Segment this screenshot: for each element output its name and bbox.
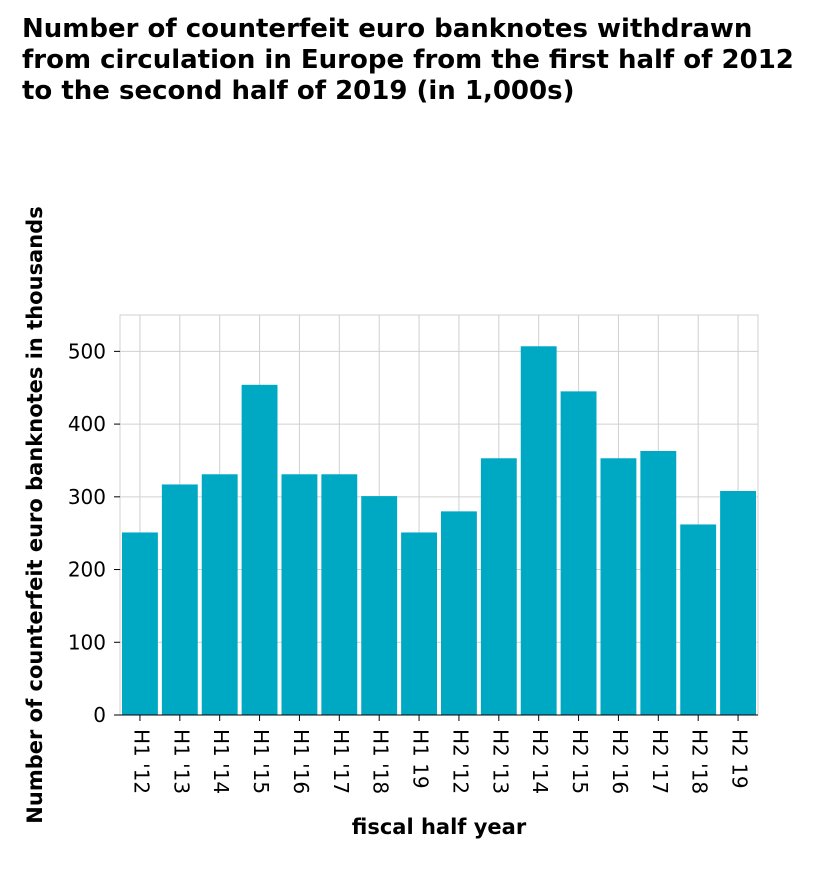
y-tick-label: 400 [68, 412, 106, 436]
x-tick-label: H1 '16 [289, 729, 313, 794]
x-tick-label: H1 '12 [129, 729, 153, 794]
x-tick-label: H2 '17 [648, 729, 672, 794]
bar [121, 532, 158, 715]
x-tick-label: H2 '18 [688, 729, 712, 794]
bar [520, 346, 557, 715]
y-tick-labels: 0 100 200 300 400 500 [68, 339, 106, 727]
bars [121, 346, 757, 715]
bar [281, 474, 318, 715]
bar [680, 524, 717, 715]
x-axis-label: fiscal half year [352, 815, 527, 839]
x-tick-labels: H1 '12 H1 '13 H1 '14 H1 '15 H1 '16 H1 '17 H1 '… [129, 729, 751, 794]
bar [321, 474, 358, 715]
x-tick-label: H1 '15 [249, 729, 273, 794]
bar [480, 458, 517, 715]
x-tick-label: H1 '13 [169, 729, 193, 794]
y-axis-label: Number of counterfeit euro banknotes in … [23, 206, 47, 823]
x-tick-label: H2 '16 [608, 729, 632, 794]
x-tick-label: H1 '18 [369, 729, 393, 794]
bar [401, 532, 438, 715]
x-tick-label: H1 19 [409, 729, 433, 789]
x-tick-label: H1 '17 [329, 729, 353, 794]
bar [600, 458, 637, 715]
bar [640, 451, 677, 715]
bar [161, 484, 198, 715]
x-tick-label: H2 '15 [568, 729, 592, 794]
bar [720, 491, 757, 715]
x-tick-label: H2 '14 [528, 729, 552, 794]
bar [361, 496, 398, 715]
bar [560, 391, 597, 715]
x-tick-label: H2 '12 [448, 729, 472, 794]
x-tick-label: H2 19 [728, 729, 752, 789]
axes [114, 350, 758, 721]
y-tick-label: 0 [93, 703, 106, 727]
y-tick-label: 100 [68, 630, 106, 654]
bar [201, 474, 238, 715]
y-tick-label: 500 [68, 339, 106, 363]
y-tick-label: 300 [68, 485, 106, 509]
chart-title: Number of counterfeit euro banknotes wit… [22, 14, 794, 106]
x-tick-label: H2 '13 [488, 729, 512, 794]
bar [440, 511, 477, 715]
y-tick-label: 200 [68, 558, 106, 582]
x-tick-label: H1 '14 [209, 729, 233, 794]
bar [241, 384, 278, 715]
